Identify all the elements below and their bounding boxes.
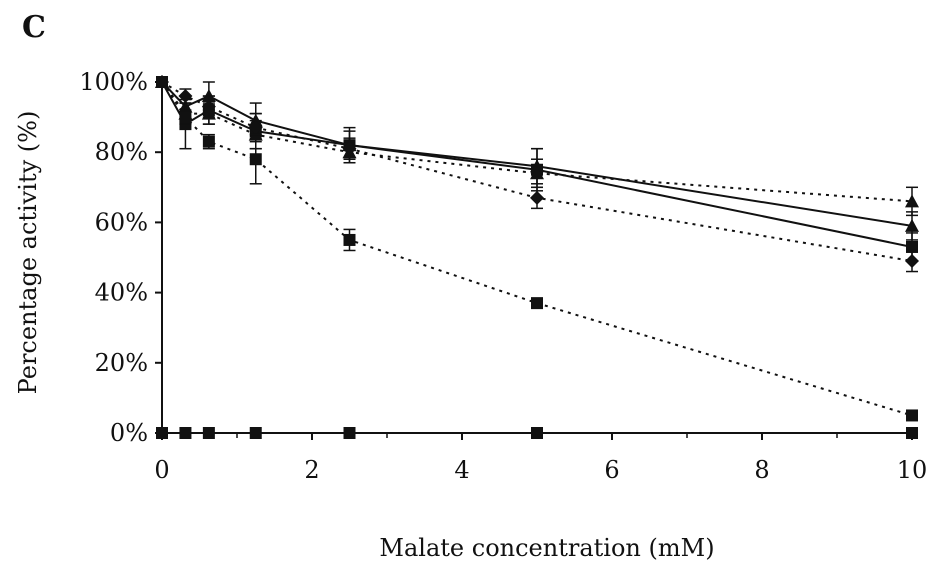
x-tick-label: 10	[897, 456, 928, 484]
series-6-point-7	[906, 427, 918, 439]
x-tick-label: 0	[154, 456, 169, 484]
series-4-point-2	[178, 89, 193, 104]
y-tick-label: 100%	[79, 68, 148, 96]
series-4-point-3	[201, 99, 216, 114]
y-tick-label: 80%	[95, 138, 148, 166]
series-3-point-7	[905, 194, 919, 208]
axes-group: 0% 20% 40% 60% 80% 100% 0 2 4 6 8 10	[79, 68, 927, 484]
series-5-point-5	[343, 233, 356, 246]
y-tick-label: 0%	[110, 419, 148, 447]
series-4-point-7	[905, 254, 919, 269]
y-axis-title: Percentage activity (%)	[14, 111, 42, 395]
series-6-point-6	[531, 427, 543, 439]
x-tick-label: 4	[454, 456, 469, 484]
series-6-point-3	[202, 427, 215, 439]
series-5-line	[161, 81, 913, 417]
series-6-point-4	[249, 427, 262, 439]
y-tick-label: 40%	[95, 279, 148, 307]
series-4-point-6	[530, 190, 544, 205]
series-5-point-7	[906, 409, 918, 422]
series-5-point-4	[249, 153, 262, 166]
series-layer	[155, 75, 919, 439]
x-tick-label: 8	[754, 456, 769, 484]
series-6-point-5	[343, 427, 356, 439]
series-5-point-6	[531, 297, 543, 310]
series-3-point-6	[530, 166, 544, 180]
y-tick-label: 20%	[95, 349, 148, 377]
x-tick-label: 6	[604, 456, 619, 484]
series-5-point-2	[179, 111, 192, 124]
series-6-point-1	[156, 427, 168, 439]
series-1-point-7	[905, 218, 919, 232]
x-tick-label: 2	[304, 456, 319, 484]
series-4-point-4	[248, 120, 263, 135]
series-6-point-2	[179, 427, 192, 439]
y-tick-label: 60%	[95, 208, 148, 236]
series-4-point-5	[342, 141, 357, 156]
series-5-point-3	[202, 135, 215, 148]
panel-label: C	[22, 10, 46, 45]
series-5-point-1	[156, 76, 168, 88]
x-axis-title: Malate concentration (mM)	[379, 534, 714, 562]
